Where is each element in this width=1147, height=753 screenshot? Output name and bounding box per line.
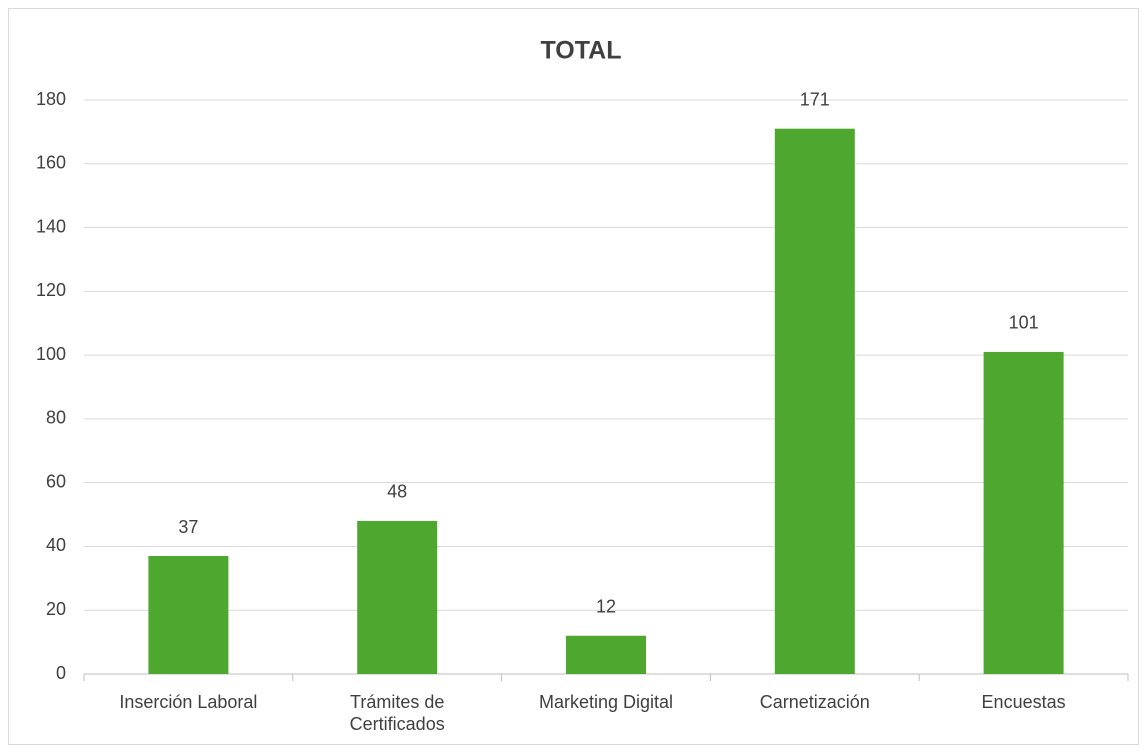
y-tick-label: 100 [36,344,66,364]
x-tick-label: Trámites de Certificados [349,692,445,734]
data-label: 101 [1009,313,1039,333]
chart-title: TOTAL [540,37,621,65]
bar [148,556,229,674]
y-tick-label: 160 [36,153,66,173]
bar [566,635,646,674]
data-label: 48 [387,482,407,502]
bar [774,128,855,674]
x-tick-label: Marketing Digital [538,692,674,712]
x-tick-label: Encuestas [981,692,1066,712]
y-tick-label: 60 [46,471,66,491]
y-tick-label: 0 [56,663,66,683]
x-tick-label: Inserción Laboral [119,692,258,712]
bar [983,351,1064,674]
data-label: 37 [178,517,198,537]
data-label: 12 [596,596,616,616]
y-tick-label: 180 [36,89,66,109]
bar [357,520,438,674]
y-tick-label: 140 [36,216,66,236]
y-tick-label: 20 [46,599,66,619]
x-tick-label: Carnetización [759,692,870,712]
y-tick-label: 40 [46,535,66,555]
data-label: 171 [800,89,830,109]
y-tick-label: 80 [46,408,66,428]
y-tick-label: 120 [36,280,66,300]
